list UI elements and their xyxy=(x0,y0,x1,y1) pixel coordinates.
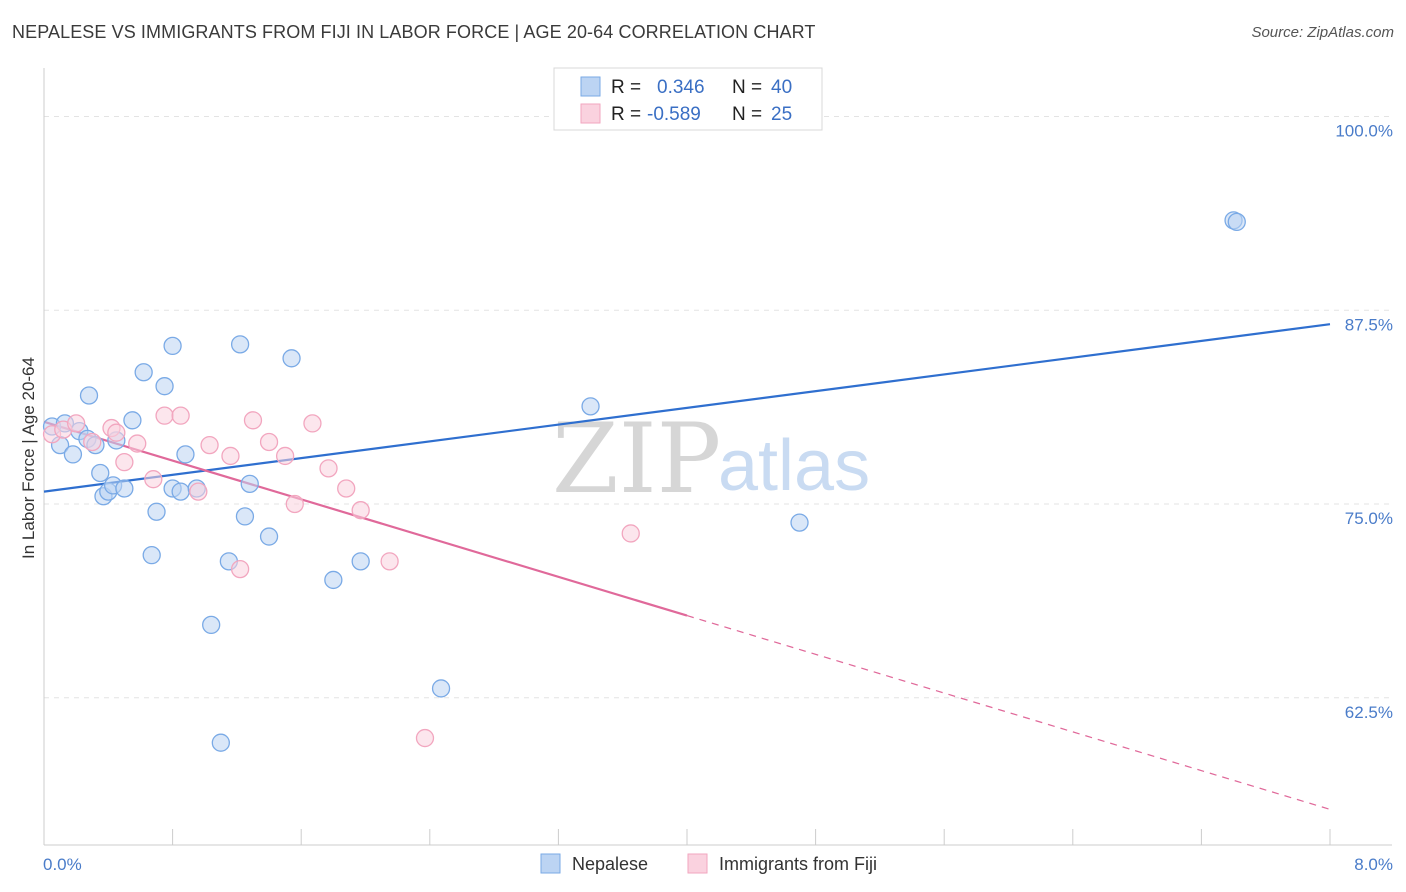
point-nepalese-15 xyxy=(134,363,153,382)
series-swatch-nepalese xyxy=(540,853,561,874)
series-label-nepalese: Nepalese xyxy=(572,854,648,874)
point-fiji-17 xyxy=(275,446,295,466)
legend-r-label-2: R = xyxy=(611,104,641,125)
point-fiji-10 xyxy=(171,406,190,425)
point-fiji-13 xyxy=(221,446,240,466)
legend-n-value-2: 25 xyxy=(771,104,792,125)
y-tick-label-0: 100.0% xyxy=(1335,122,1393,141)
legend-r-value-1: 0.346 xyxy=(657,77,705,98)
point-nepalese-18 xyxy=(155,377,174,396)
point-nepalese-32 xyxy=(324,570,343,590)
x-tick-label-0: 0.0% xyxy=(43,855,82,874)
point-nepalese-24 xyxy=(202,615,221,635)
trend-line-nepalese xyxy=(43,323,1331,493)
point-fiji-23 xyxy=(380,552,399,571)
watermark-atlas: atlas xyxy=(718,426,870,506)
legend-r-value-2: -0.589 xyxy=(647,104,701,125)
point-fiji-6 xyxy=(115,452,134,472)
axes xyxy=(43,68,1392,846)
legend-swatch-nepalese xyxy=(580,76,601,97)
watermark: ZIP atlas xyxy=(552,403,870,515)
point-nepalese-31 xyxy=(282,349,301,368)
legend-r-label-1: R = xyxy=(611,77,641,98)
point-nepalese-25 xyxy=(211,733,230,752)
y-tick-label-3: 62.5% xyxy=(1345,703,1393,722)
correlation-legend: R = 0.346 N = 40 R = -0.589 N = 25 xyxy=(553,67,823,131)
point-nepalese-35 xyxy=(581,397,600,416)
point-fiji-5 xyxy=(107,423,126,442)
point-fiji-25 xyxy=(621,524,640,543)
point-fiji-2 xyxy=(67,414,86,433)
point-nepalese-13 xyxy=(115,479,134,498)
point-nepalese-29 xyxy=(235,507,255,526)
point-fiji-14 xyxy=(230,559,250,579)
point-nepalese-21 xyxy=(171,482,190,501)
y-axis-label: In Labor Force | Age 20-64 xyxy=(19,357,38,559)
point-nepalese-22 xyxy=(176,445,195,464)
legend-n-label-1: N = xyxy=(732,77,762,98)
series-label-fiji: Immigrants from Fiji xyxy=(719,854,877,874)
tick-labels: 100.0% 87.5% 75.0% 62.5% 0.0% 8.0% xyxy=(43,122,1393,875)
point-nepalese-28 xyxy=(240,474,259,494)
point-fiji-22 xyxy=(351,501,370,520)
source-credit: Source: ZipAtlas.com xyxy=(1251,24,1394,41)
point-nepalese-34 xyxy=(431,679,451,698)
point-nepalese-20 xyxy=(163,336,182,356)
series-swatch-fiji xyxy=(687,853,708,874)
point-nepalese-36 xyxy=(790,513,809,532)
trend-lines xyxy=(43,323,1331,810)
point-nepalese-7 xyxy=(79,386,99,405)
legend-swatch-fiji xyxy=(580,103,601,124)
point-fiji-8 xyxy=(144,470,163,489)
legend-n-value-1: 40 xyxy=(771,77,792,98)
point-fiji-21 xyxy=(337,479,356,498)
point-nepalese-27 xyxy=(230,335,250,354)
series-legend: Nepalese Immigrants from Fiji xyxy=(540,853,877,874)
x-tick-label-1: 8.0% xyxy=(1354,855,1393,874)
data-points xyxy=(42,211,1246,752)
point-fiji-7 xyxy=(128,434,147,453)
point-fiji-16 xyxy=(259,432,279,452)
chart-title: NEPALESE VS IMMIGRANTS FROM FIJI IN LABO… xyxy=(12,22,816,42)
point-nepalese-30 xyxy=(259,527,279,546)
point-fiji-19 xyxy=(303,414,322,433)
point-nepalese-16 xyxy=(142,546,161,565)
point-fiji-3 xyxy=(83,432,102,452)
point-nepalese-17 xyxy=(147,502,166,521)
legend-n-label-2: N = xyxy=(732,104,762,125)
point-nepalese-33 xyxy=(351,552,370,571)
watermark-zip: ZIP xyxy=(552,403,721,515)
trend-line-fiji xyxy=(43,420,688,617)
point-nepalese-8 xyxy=(91,463,110,483)
point-fiji-9 xyxy=(155,406,174,425)
point-nepalese-3 xyxy=(63,445,83,464)
point-fiji-18 xyxy=(285,494,304,514)
point-fiji-15 xyxy=(243,411,263,430)
y-tick-label-2: 75.0% xyxy=(1345,509,1393,528)
trend-line-fiji-extension xyxy=(686,615,1331,810)
point-nepalese-14 xyxy=(123,411,142,430)
point-nepalese-38 xyxy=(1227,212,1246,232)
point-fiji-20 xyxy=(319,459,338,478)
point-fiji-11 xyxy=(189,482,208,501)
point-fiji-24 xyxy=(415,728,435,748)
y-tick-label-1: 87.5% xyxy=(1345,315,1393,334)
point-fiji-12 xyxy=(200,435,219,455)
